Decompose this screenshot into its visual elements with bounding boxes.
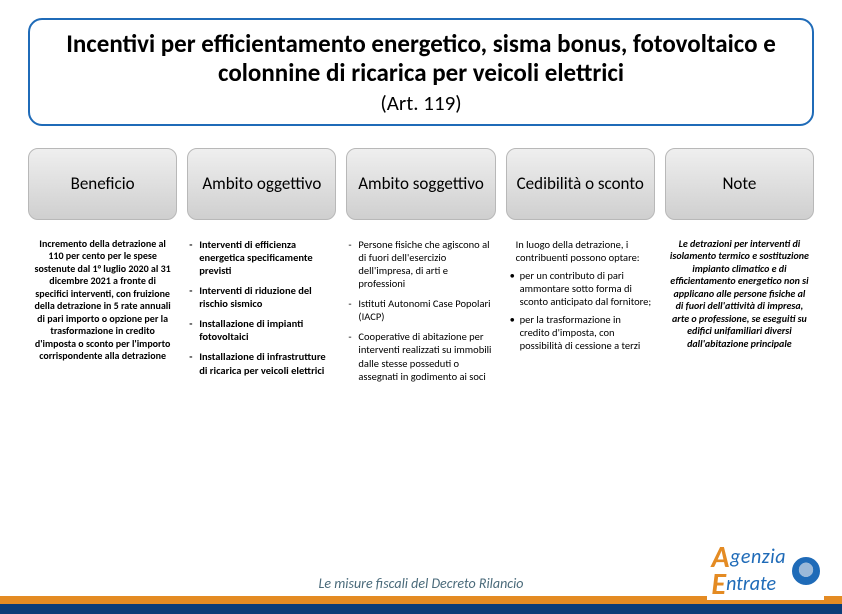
note-text: Le detrazioni per interventi di isolamen… [665,238,814,351]
col-header-cedibilita: Cedibilità o sconto [506,148,655,220]
list-item: Cooperative di abitazione per interventi… [348,330,493,383]
col-note: Note Le detrazioni per interventi di iso… [665,148,814,390]
logo-line2: ntrate [726,572,776,596]
col-header-note: Note [665,148,814,220]
col-header-beneficio: Beneficio [28,148,177,220]
page-title: Incentivi per efficientamento energetico… [42,30,800,88]
list-item: per la trasformazione in credito d'impos… [508,313,653,352]
col-header-oggettivo: Ambito oggettivo [187,148,336,220]
columns-container: Beneficio Incremento della detrazione al… [28,148,814,390]
list-item: Interventi di efficienza energetica spec… [189,238,334,277]
list-item: Interventi di riduzione del rischio sism… [189,284,334,310]
list-item: Installazione di infrastrutture di ricar… [189,350,334,376]
beneficio-text: Incremento della detrazione al 110 per c… [28,238,177,363]
agenzia-entrate-logo: Agenzia Entrate [707,542,824,600]
col-beneficio: Beneficio Incremento della detrazione al… [28,148,177,390]
col-soggettivo: Ambito soggettivo Persone fisiche che ag… [346,148,495,390]
cedibilita-lead: In luogo della detrazione, i contribuent… [508,238,653,264]
list-item: Persone fisiche che agiscono al di fuori… [348,238,493,291]
col-cedibilita: Cedibilità o sconto In luogo della detra… [506,148,655,390]
oggettivo-list: Interventi di efficienza energetica spec… [187,238,336,377]
blue-bar [0,604,842,614]
title-box: Incentivi per efficientamento energetico… [28,18,814,126]
article-ref: (Art. 119) [42,90,800,116]
footer: Le misure fiscali del Decreto Rilancio A… [0,556,842,614]
col-header-soggettivo: Ambito soggettivo [346,148,495,220]
col-oggettivo: Ambito oggettivo Interventi di efficienz… [187,148,336,390]
list-item: Installazione di impianti fotovoltaici [189,317,334,343]
logo-line1: genzia [730,545,786,569]
cedibilita-text: In luogo della detrazione, i contribuent… [506,238,655,353]
list-item: Istituti Autonomi Case Popolari (IACP) [348,297,493,323]
emblem-icon [792,557,820,585]
logo-text: Agenzia Entrate [711,544,786,598]
soggettivo-list: Persone fisiche che agiscono al di fuori… [346,238,495,383]
list-item: per un contributo di pari ammontare sott… [508,269,653,308]
